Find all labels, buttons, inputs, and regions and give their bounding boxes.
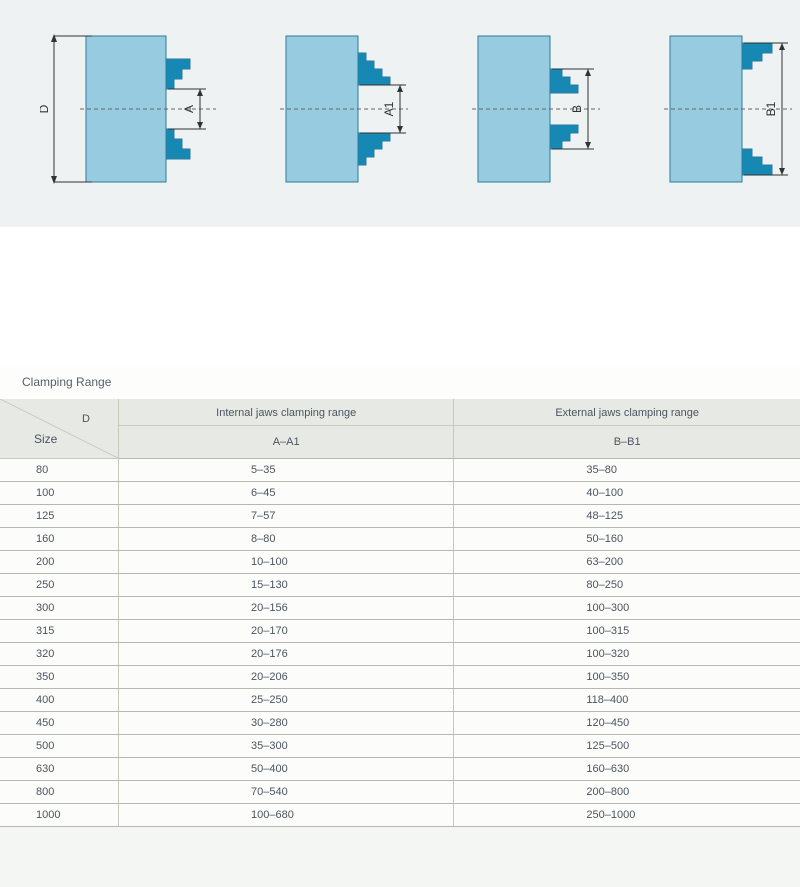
- col-sub-a: A–A1: [119, 426, 454, 459]
- chuck-diagram-0: DA: [40, 26, 226, 197]
- cell-a: 70–540: [119, 781, 454, 804]
- cell-b: 118–400: [454, 689, 800, 712]
- table-body: 805–3535–801006–4540–1001257–5748–125160…: [0, 459, 800, 827]
- dim-label-gap: A: [182, 105, 196, 113]
- size-header-cell: D Size: [0, 399, 119, 459]
- cell-b: 100–350: [454, 666, 800, 689]
- cell-a: 20–156: [119, 597, 454, 620]
- chuck-diagram-1: A1: [272, 26, 418, 197]
- jaw-bottom: [550, 125, 578, 149]
- cell-a: 25–250: [119, 689, 454, 712]
- chuck-svg: A1: [272, 26, 418, 192]
- cell-size: 320: [0, 643, 119, 666]
- cell-a: 50–400: [119, 758, 454, 781]
- cell-size: 400: [0, 689, 119, 712]
- col-header-external: External jaws clamping range: [454, 399, 800, 426]
- cell-b: 100–320: [454, 643, 800, 666]
- cell-size: 800: [0, 781, 119, 804]
- cell-size: 300: [0, 597, 119, 620]
- chuck-svg: B1: [656, 26, 800, 192]
- cell-size: 100: [0, 482, 119, 505]
- spacer: [0, 227, 800, 367]
- cell-b: 100–315: [454, 620, 800, 643]
- table-row: 45030–280120–450: [0, 712, 800, 735]
- cell-size: 160: [0, 528, 119, 551]
- cell-b: 200–800: [454, 781, 800, 804]
- cell-b: 125–500: [454, 735, 800, 758]
- cell-a: 5–35: [119, 459, 454, 482]
- table-row: 31520–170100–315: [0, 620, 800, 643]
- table-row: 63050–400160–630: [0, 758, 800, 781]
- clamping-range-table: D Size Internal jaws clamping range Exte…: [0, 399, 800, 827]
- diagrams-strip: DAA1BB1: [0, 0, 800, 227]
- table-row: 25015–13080–250: [0, 574, 800, 597]
- table-row: 35020–206100–350: [0, 666, 800, 689]
- table-row: 80070–540200–800: [0, 781, 800, 804]
- cell-b: 48–125: [454, 505, 800, 528]
- table-row: 32020–176100–320: [0, 643, 800, 666]
- size-header-size: Size: [34, 432, 57, 446]
- jaw-bottom: [358, 133, 390, 165]
- chuck-diagram-3: B1: [656, 26, 800, 197]
- cell-b: 160–630: [454, 758, 800, 781]
- cell-size: 200: [0, 551, 119, 574]
- cell-a: 35–300: [119, 735, 454, 758]
- table-row: 40025–250118–400: [0, 689, 800, 712]
- cell-a: 10–100: [119, 551, 454, 574]
- cell-size: 630: [0, 758, 119, 781]
- cell-size: 450: [0, 712, 119, 735]
- cell-b: 35–80: [454, 459, 800, 482]
- cell-a: 8–80: [119, 528, 454, 551]
- chuck-diagram-2: B: [464, 26, 610, 197]
- cell-a: 20–170: [119, 620, 454, 643]
- dim-label-D: D: [40, 104, 51, 113]
- chuck-svg: B: [464, 26, 610, 192]
- table-row: 805–3535–80: [0, 459, 800, 482]
- cell-a: 20–206: [119, 666, 454, 689]
- size-header-d: D: [82, 413, 90, 425]
- table-row: 1608–8050–160: [0, 528, 800, 551]
- cell-a: 15–130: [119, 574, 454, 597]
- cell-size: 350: [0, 666, 119, 689]
- cell-a: 6–45: [119, 482, 454, 505]
- table-row: 1000100–680250–1000: [0, 804, 800, 827]
- chuck-svg: DA: [40, 26, 226, 192]
- cell-b: 40–100: [454, 482, 800, 505]
- table-row: 20010–10063–200: [0, 551, 800, 574]
- jaw-top: [166, 59, 190, 89]
- col-header-internal: Internal jaws clamping range: [119, 399, 454, 426]
- cell-size: 80: [0, 459, 119, 482]
- jaw-top: [358, 53, 390, 85]
- page: DAA1BB1 Clamping Range D Size Internal j…: [0, 0, 800, 827]
- jaw-bottom: [742, 149, 772, 175]
- jaw-top: [550, 69, 578, 93]
- col-sub-b: B–B1: [454, 426, 800, 459]
- cell-b: 250–1000: [454, 804, 800, 827]
- cell-b: 80–250: [454, 574, 800, 597]
- cell-size: 1000: [0, 804, 119, 827]
- dim-label-gap: B1: [764, 101, 778, 116]
- dim-label-gap: B: [570, 105, 584, 113]
- cell-a: 7–57: [119, 505, 454, 528]
- cell-a: 30–280: [119, 712, 454, 735]
- table-row: 30020–156100–300: [0, 597, 800, 620]
- cell-a: 20–176: [119, 643, 454, 666]
- cell-b: 100–300: [454, 597, 800, 620]
- cell-size: 125: [0, 505, 119, 528]
- table-row: 1257–5748–125: [0, 505, 800, 528]
- cell-a: 100–680: [119, 804, 454, 827]
- jaw-bottom: [166, 129, 190, 159]
- cell-b: 50–160: [454, 528, 800, 551]
- cell-size: 315: [0, 620, 119, 643]
- cell-size: 250: [0, 574, 119, 597]
- jaw-top: [742, 43, 772, 69]
- dim-label-gap: A1: [382, 101, 396, 116]
- section-title: Clamping Range: [0, 367, 800, 399]
- cell-b: 63–200: [454, 551, 800, 574]
- cell-b: 120–450: [454, 712, 800, 735]
- table-row: 1006–4540–100: [0, 482, 800, 505]
- table-row: 50035–300125–500: [0, 735, 800, 758]
- cell-size: 500: [0, 735, 119, 758]
